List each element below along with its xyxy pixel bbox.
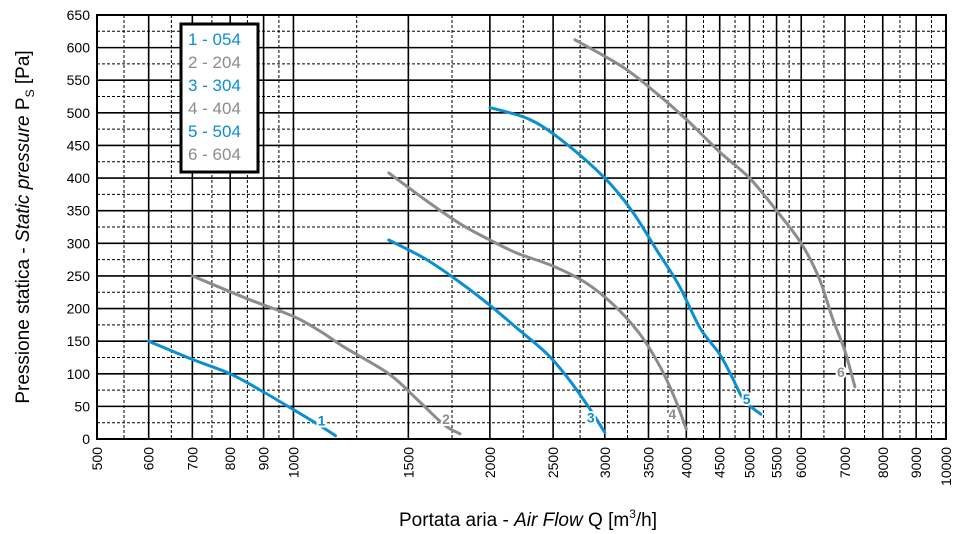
series-line-1	[147, 339, 337, 438]
x-tick-label: 7000	[837, 447, 853, 478]
x-tick-label: 4000	[678, 447, 694, 478]
legend-entry: 5 - 504	[188, 122, 241, 141]
x-tick-label: 10000	[938, 447, 954, 486]
x-tick-label: 3000	[597, 447, 613, 478]
legend: 1 - 054 2 - 204 3 - 304 4 - 404 5 - 504 6 - 6…	[179, 22, 260, 174]
x-tick-label: 700	[184, 447, 200, 471]
y-tick-label: 350	[67, 203, 91, 219]
y-tick-label: 450	[67, 137, 91, 153]
y-tick-label: 550	[67, 72, 91, 88]
series-label-1: 1	[318, 413, 326, 429]
legend-entry: 2 - 204	[188, 53, 241, 72]
x-tick-label: 800	[222, 447, 238, 471]
series-label-4: 4	[668, 406, 676, 422]
plot-frame	[96, 14, 947, 440]
x-tick-label: 500	[89, 447, 105, 471]
y-tick-label: 400	[67, 170, 91, 186]
legend-entry: 6 - 604	[188, 145, 241, 164]
x-tick-label: 900	[256, 447, 272, 471]
y-tick-label: 0	[82, 431, 90, 447]
x-tick-label: 600	[141, 447, 157, 471]
legend-entry: 4 - 404	[188, 99, 241, 118]
x-tick-label: 1000	[285, 447, 301, 478]
x-tick-label: 2500	[545, 447, 561, 478]
legend-box	[179, 22, 260, 174]
y-tick-label: 50	[74, 398, 90, 414]
x-tick-label: 6000	[793, 447, 809, 478]
y-tick-label: 600	[67, 40, 91, 56]
legend-entry: 1 - 054	[188, 30, 241, 49]
series-label-5: 5	[743, 391, 751, 407]
y-tick-labels: 0 50 100 150 200 250 300 350 400 450 500 550 600 650	[67, 7, 91, 447]
y-tick-label: 300	[67, 235, 91, 251]
series-label-2: 2	[442, 411, 450, 427]
y-tick-label: 150	[67, 333, 91, 349]
x-tick-label: 5000	[742, 447, 758, 478]
y-tick-label: 650	[67, 7, 91, 23]
x-tick-labels: 500 600 700 800 900 1000 1500 2000 2500 3000 3500 4…	[89, 447, 954, 486]
x-tick-label: 9000	[908, 447, 924, 478]
series-line-5	[488, 106, 763, 416]
series-line-3	[387, 238, 607, 434]
x-tick-label: 1500	[400, 447, 416, 478]
y-tick-label: 500	[67, 105, 91, 121]
y-tick-label: 200	[67, 301, 91, 317]
x-tick-label: 4500	[712, 447, 728, 478]
x-tick-label: 5500	[769, 447, 785, 478]
series-line-4	[387, 171, 688, 431]
y-axis-title: Pressione statica - Static pressure PS […	[13, 50, 37, 403]
series-lines: 1 2 3 4 5 6	[147, 38, 857, 438]
x-tick-label: 3500	[640, 447, 656, 478]
y-tick-label: 100	[67, 366, 91, 382]
x-tick-label: 8000	[875, 447, 891, 478]
series-line-2	[190, 274, 462, 436]
series-line-6	[573, 38, 857, 389]
x-axis-title: Portata aria - Air Flow Q [m3/h]	[399, 507, 657, 531]
x-tick-label: 2000	[482, 447, 498, 478]
legend-entry: 3 - 304	[188, 76, 241, 95]
series-label-3: 3	[587, 409, 595, 425]
series-label-6: 6	[837, 364, 845, 380]
y-tick-label: 250	[67, 268, 91, 284]
